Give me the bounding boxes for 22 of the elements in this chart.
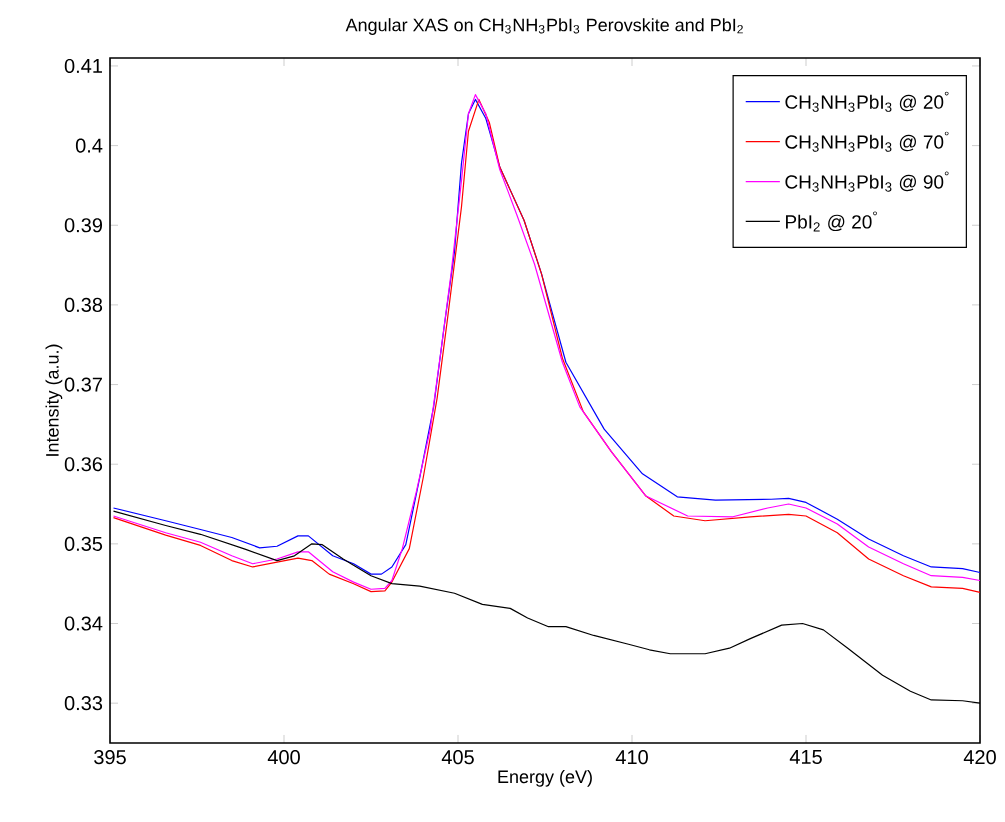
y-tick-label: 0.37 <box>64 377 102 392</box>
x-tick-label: 420 <box>963 750 996 765</box>
y-tick-label: 0.38 <box>64 297 103 312</box>
y-tick-label: 0.35 <box>64 536 103 551</box>
legend-label: PbI$_{2}$ @ 20$^{°}$ <box>786 211 877 232</box>
y-tick-label: 0.34 <box>64 616 103 631</box>
x-tick-label: 400 <box>267 750 300 765</box>
y-axis-title: Intensity (a.u.) <box>45 344 63 456</box>
legend-label: CH$_{3}$NH$_{3}$PbI$_{3}$ @ 90$^{°}$ <box>785 171 949 192</box>
x-axis-title: Energy (eV) <box>498 769 592 787</box>
y-tick-label: 0.4 <box>75 138 103 153</box>
y-tick-label: 0.33 <box>64 696 103 711</box>
legend-label: CH$_{3}$NH$_{3}$PbI$_{3}$ @ 70$^{°}$ <box>785 131 949 152</box>
legend-label: CH$_{3}$NH$_{3}$PbI$_{3}$ @ 20$^{°}$ <box>785 91 949 112</box>
x-tick-label: 395 <box>94 750 126 765</box>
y-tick-label: 0.39 <box>64 218 103 233</box>
y-tick-label: 0.36 <box>64 457 103 472</box>
x-tick-label: 410 <box>615 750 648 765</box>
y-tick-label: 0.41 <box>64 58 102 74</box>
chart-title: Angular XAS on CH$_{3}$NH$_{3}$PbI$_{3}$ Perovskite and PbI$_{2}$ <box>345 18 743 35</box>
x-tick-label: 405 <box>441 750 474 765</box>
x-tick-label: 415 <box>789 750 822 764</box>
